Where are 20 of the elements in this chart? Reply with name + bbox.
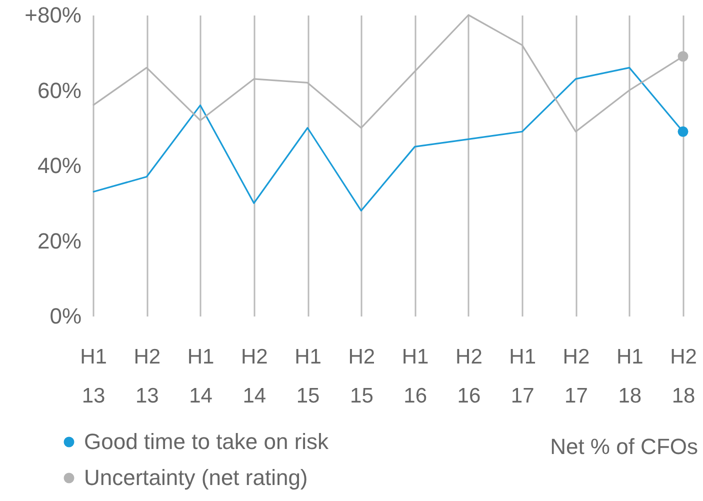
x-tick-label: H1 17 — [509, 346, 536, 408]
x-tick-label: H2 15 — [348, 346, 376, 408]
x-tick-label: H1 15 — [294, 346, 322, 408]
x-tick-label: H1 13 — [80, 346, 107, 408]
x-tick-label: H2 14 — [240, 346, 268, 408]
x-tick-label: H2 18 — [670, 346, 697, 408]
y-tick-label: 40% — [37, 153, 82, 178]
x-tick-label: H1 14 — [187, 346, 214, 408]
y-tick-label: 60% — [37, 78, 82, 103]
x-tick-label: H1 18 — [616, 346, 644, 408]
y-tick-label: 0% — [50, 304, 82, 328]
legend-label: Uncertainty (net rating) — [84, 465, 308, 490]
y-tick-label: 20% — [37, 228, 82, 254]
x-tick-label: H1 16 — [402, 346, 429, 408]
x-tick-label: H2 13 — [134, 346, 161, 408]
text: Net % of CFOs — [550, 434, 698, 459]
y-tick-label: +80% — [24, 2, 82, 28]
legend-label: Good time to take on risk — [84, 429, 330, 454]
x-tick-label: H2 17 — [562, 346, 590, 408]
x-tick-label: H2 16 — [456, 346, 482, 408]
